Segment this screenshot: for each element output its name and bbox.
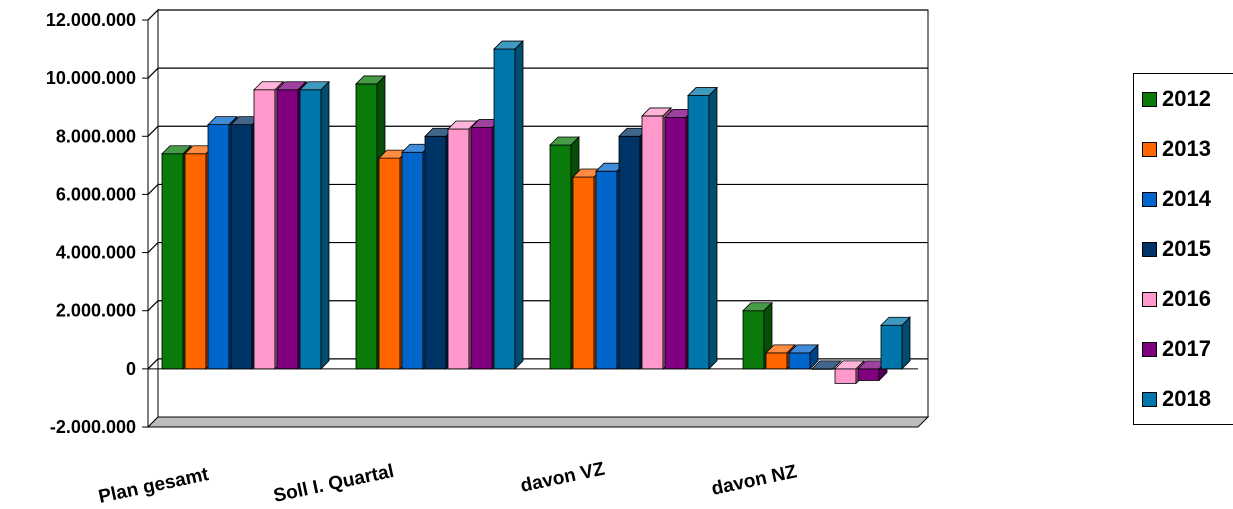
bar-front	[595, 170, 618, 370]
bar-side	[901, 316, 911, 370]
bar-front	[299, 89, 322, 370]
legend-swatch	[1142, 391, 1157, 407]
legend-label: 2017	[1162, 336, 1211, 361]
bar-front	[857, 368, 880, 381]
bar-front	[549, 144, 572, 370]
bar-side	[809, 343, 819, 370]
legend-item-2018: 2018	[1142, 384, 1211, 414]
bar-front	[253, 89, 276, 370]
y-tick-label: 8.000.000	[56, 126, 136, 146]
bar-side	[514, 40, 524, 370]
legend-swatch	[1142, 291, 1157, 307]
legend-swatch	[1142, 341, 1157, 357]
x-tick-label: Plan gesamt	[97, 464, 212, 508]
legend-swatch	[1142, 91, 1157, 107]
bar-front	[470, 127, 493, 370]
bar-front	[276, 89, 299, 370]
legend-label: 2015	[1162, 236, 1211, 261]
bar-side	[320, 80, 330, 370]
bar-side	[832, 360, 842, 370]
bar-2015-3	[811, 360, 842, 370]
bar-front	[765, 352, 788, 370]
bar-front	[641, 115, 664, 370]
bar-2017-3	[857, 359, 888, 382]
legend-label: 2016	[1162, 286, 1211, 311]
y-axis-tick-labels: 12.000.000 10.000.000 8.000.000 6.000.000 4.…	[46, 10, 136, 437]
y-tick-label: 10.000.000	[46, 68, 136, 88]
legend-item-2017: 2017	[1142, 334, 1211, 364]
bar-front	[184, 153, 207, 370]
x-tick-label: davon VZ	[519, 458, 607, 496]
legend-item-2015: 2015	[1142, 234, 1211, 264]
x-tick-label: Soll I. Quartal	[272, 461, 396, 507]
bar-2018-3	[880, 316, 911, 370]
legend-item-2013: 2013	[1142, 134, 1211, 164]
bar-side	[708, 86, 718, 370]
legend-item-2012: 2012	[1142, 84, 1211, 114]
legend-item-2016: 2016	[1142, 284, 1211, 314]
legend-swatch	[1142, 241, 1157, 257]
legend-label: 2012	[1162, 86, 1211, 111]
bar-front	[742, 310, 765, 370]
gridline	[147, 67, 928, 79]
bar-front	[788, 352, 811, 370]
bar-front	[378, 157, 401, 370]
bar-front	[355, 83, 378, 370]
bar-front	[880, 324, 903, 370]
legend: 2012 2013 2014 2015 2016 2017 2018	[1133, 73, 1233, 425]
bar-front	[664, 116, 687, 370]
x-axis-tick-labels: Plan gesamt Soll I. Quartal davon VZ davon …	[97, 458, 799, 507]
bar-front	[618, 135, 641, 370]
bar-2018-1	[493, 40, 524, 370]
y-tick-label: 2.000.000	[56, 301, 136, 321]
bar-front	[207, 124, 230, 370]
bar-2018-2	[687, 86, 718, 370]
gridline	[147, 9, 928, 21]
legend-swatch	[1142, 141, 1157, 157]
bar-front	[834, 368, 857, 384]
plot-floor	[146, 416, 930, 428]
bar-front	[687, 95, 710, 370]
bar-front	[424, 135, 447, 370]
bar-front	[572, 176, 595, 370]
bar-front	[493, 48, 516, 370]
x-tick-label: davon NZ	[710, 461, 799, 500]
bar-series	[161, 40, 911, 385]
bar-front	[230, 124, 253, 370]
y-tick-label: 0	[126, 359, 136, 379]
legend-swatch	[1142, 191, 1157, 207]
y-tick-label: 4.000.000	[56, 243, 136, 263]
bar-front	[401, 151, 424, 370]
y-tick-label: 12.000.000	[46, 10, 136, 30]
legend-label: 2018	[1162, 386, 1211, 411]
bar-front	[447, 128, 470, 370]
legend-label: 2014	[1162, 186, 1211, 211]
bar-front	[161, 153, 184, 370]
bar-2018-0	[299, 80, 330, 370]
bar-2014-3	[788, 343, 819, 370]
legend-item-2014: 2014	[1142, 184, 1211, 214]
legend-label: 2013	[1162, 136, 1211, 161]
y-tick-label: -2.000.000	[50, 417, 136, 437]
y-tick-label: 6.000.000	[56, 184, 136, 204]
